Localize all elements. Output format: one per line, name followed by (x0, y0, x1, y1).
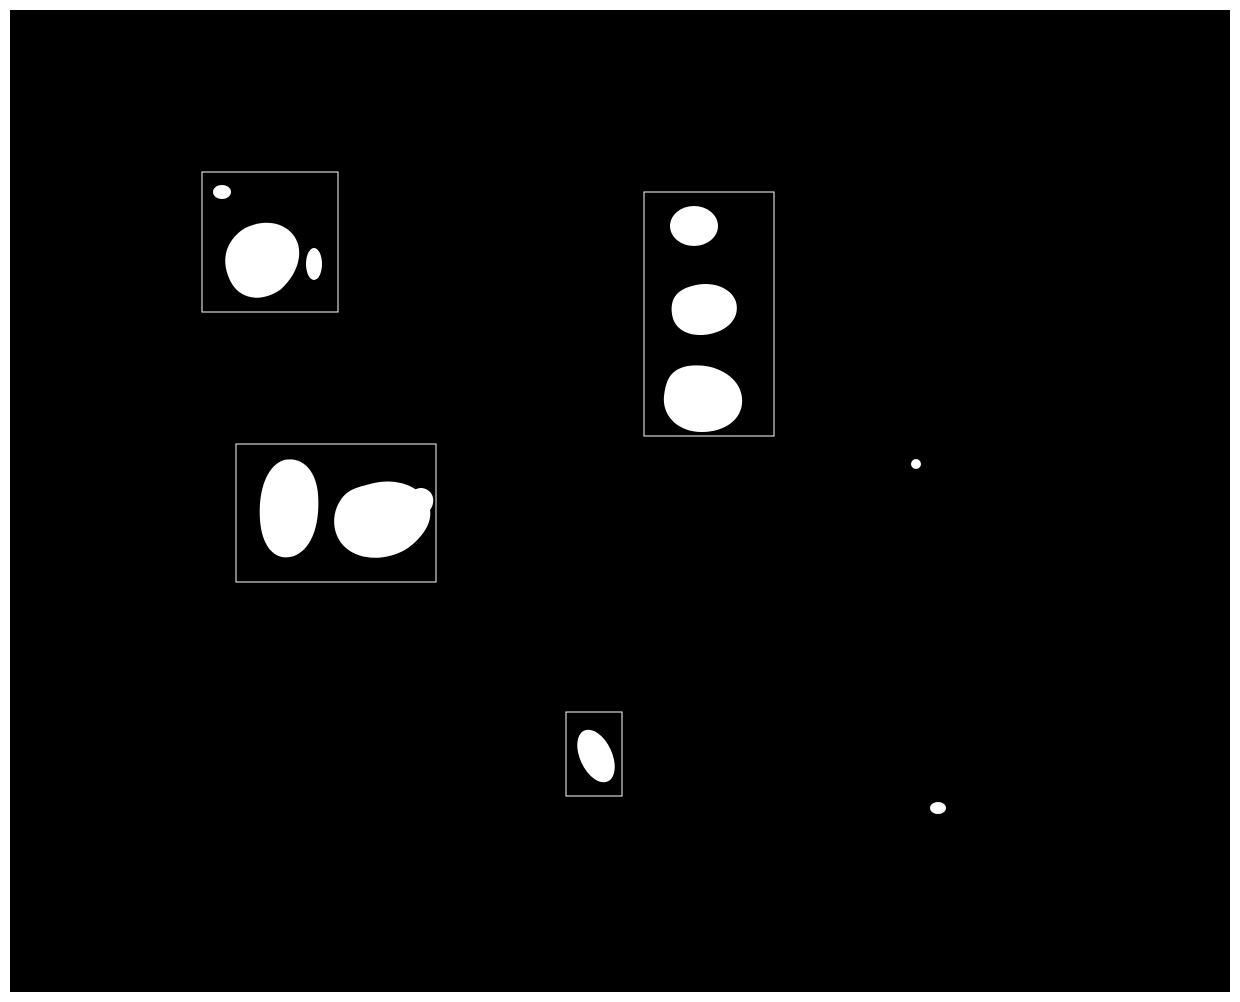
blob-a-side (306, 248, 322, 280)
blob-a-dot (213, 185, 231, 199)
inner-background (10, 10, 1230, 992)
spot-right-lower (930, 802, 946, 814)
blob-b-top (670, 206, 718, 246)
spot-right-upper (911, 459, 921, 469)
blob-detection-canvas (0, 0, 1240, 1002)
